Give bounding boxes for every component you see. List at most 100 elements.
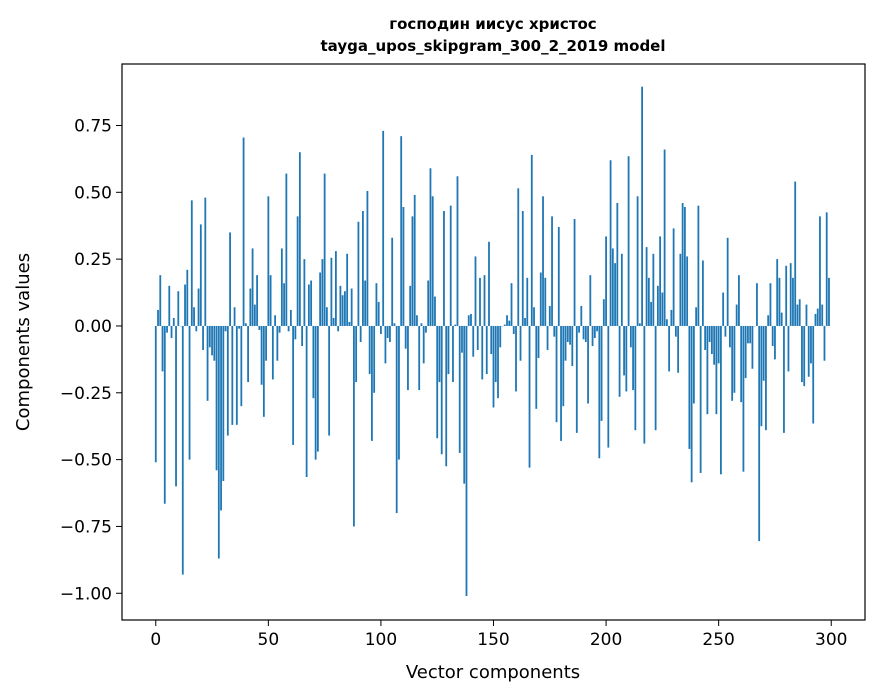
bar-component-197 <box>598 325 601 459</box>
bar-component-236 <box>686 256 689 326</box>
bar-component-298 <box>825 212 828 326</box>
bar-component-260 <box>740 325 743 403</box>
bar-component-199 <box>602 299 605 326</box>
bar-component-228 <box>668 325 671 372</box>
bar-component-183 <box>566 325 569 342</box>
bar-component-269 <box>760 325 763 427</box>
bar-component-278 <box>780 312 783 326</box>
bar-component-253 <box>724 325 727 337</box>
bar-component-80 <box>334 251 337 326</box>
bar-component-70 <box>312 325 315 399</box>
bar-component-15 <box>188 325 191 460</box>
bar-component-224 <box>659 236 662 326</box>
bar-component-91 <box>359 325 362 342</box>
bar-component-78 <box>330 257 333 326</box>
y-tick-label: 0.50 <box>74 183 112 203</box>
bar-component-286 <box>798 299 801 326</box>
bar-component-51 <box>269 275 272 326</box>
bar-component-18 <box>195 325 198 332</box>
bar-component-157 <box>508 320 511 326</box>
bar-component-66 <box>303 259 306 326</box>
bar-component-240 <box>695 307 698 326</box>
bar-component-148 <box>488 241 490 326</box>
bar-component-90 <box>357 221 360 326</box>
bar-component-88 <box>353 325 355 527</box>
bar-component-93 <box>364 280 367 326</box>
bar-component-189 <box>580 305 583 326</box>
bar-component-102 <box>384 325 387 364</box>
bar-component-105 <box>391 237 394 326</box>
bar-component-136 <box>461 325 463 353</box>
bar-component-6 <box>168 285 171 326</box>
bar-component-226 <box>663 149 666 326</box>
bar-component-49 <box>265 325 267 361</box>
chart-title-line2: tayga_upos_skipgram_300_2_2019 model <box>321 37 666 55</box>
bar-component-146 <box>483 275 486 326</box>
bar-component-289 <box>805 304 808 326</box>
bar-component-268 <box>758 325 761 542</box>
bar-component-53 <box>274 315 277 326</box>
bar-component-147 <box>485 325 488 375</box>
bar-component-195 <box>593 325 596 338</box>
bar-component-165 <box>526 277 529 326</box>
bar-component-141 <box>472 325 475 357</box>
bar-component-129 <box>445 325 448 467</box>
bar-component-134 <box>456 176 459 326</box>
bar-component-191 <box>584 325 587 342</box>
bar-component-242 <box>699 325 702 473</box>
bar-component-58 <box>285 173 288 326</box>
bar-component-218 <box>645 247 648 326</box>
bar-component-151 <box>494 325 497 383</box>
bar-component-124 <box>434 296 436 326</box>
bar-component-215 <box>638 323 641 326</box>
bar-component-201 <box>607 325 610 448</box>
bar-component-204 <box>614 263 616 326</box>
bar-component-175 <box>548 305 551 326</box>
bar-component-173 <box>544 277 547 326</box>
bar-component-82 <box>339 285 342 326</box>
bar-component-137 <box>463 325 466 484</box>
bar-component-47 <box>260 325 263 385</box>
bar-component-35 <box>233 307 236 326</box>
bar-component-271 <box>765 325 767 431</box>
bar-component-31 <box>224 325 227 332</box>
bar-component-117 <box>418 325 421 391</box>
bar-component-22 <box>204 197 207 326</box>
bar-component-115 <box>413 194 416 326</box>
bar-component-99 <box>377 301 380 326</box>
bar-component-221 <box>652 253 655 326</box>
bar-component-233 <box>679 253 682 326</box>
bar-component-203 <box>611 248 614 326</box>
bar-component-279 <box>783 325 785 433</box>
x-tick-label: 250 <box>702 630 734 650</box>
bar-component-223 <box>656 285 659 326</box>
bar-component-153 <box>499 325 502 348</box>
bar-component-63 <box>296 216 299 326</box>
bar-component-176 <box>551 216 553 326</box>
bar-component-101 <box>382 130 385 326</box>
bar-component-17 <box>193 307 195 326</box>
bar-component-184 <box>569 325 571 345</box>
bar-component-96 <box>371 325 373 441</box>
bar-component-52 <box>271 325 274 380</box>
bar-component-4 <box>163 325 166 504</box>
bar-component-45 <box>256 275 258 326</box>
bar-component-194 <box>591 325 594 347</box>
bar-component-144 <box>479 277 481 326</box>
bar-component-29 <box>220 325 222 511</box>
bar-component-79 <box>332 317 335 326</box>
bar-component-234 <box>681 203 684 326</box>
bar-component-299 <box>828 277 830 326</box>
bar-component-43 <box>251 248 254 326</box>
bar-component-155 <box>503 324 506 326</box>
bar-component-193 <box>589 275 592 326</box>
bar-component-116 <box>416 315 418 326</box>
bar-component-107 <box>395 325 398 514</box>
bar-component-2 <box>159 275 162 326</box>
bar-component-238 <box>690 325 693 483</box>
bar-component-277 <box>778 277 781 326</box>
bar-component-119 <box>422 325 425 364</box>
bar-component-36 <box>235 325 238 425</box>
bar-component-125 <box>436 325 439 439</box>
bar-component-152 <box>497 325 499 399</box>
